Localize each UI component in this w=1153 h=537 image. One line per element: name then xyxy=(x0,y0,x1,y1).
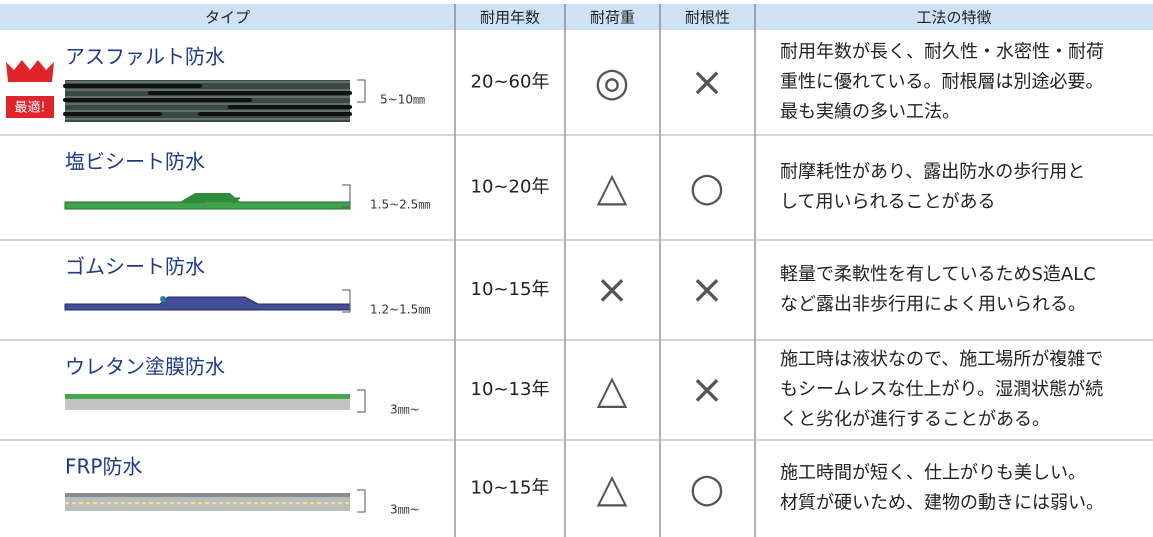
thickness-bracket xyxy=(357,389,366,413)
thickness-bracket xyxy=(342,184,351,208)
description-line: 材質が硬いため、建物の動きには弱い。 xyxy=(780,493,1104,514)
thickness-label: 5~10㎜ xyxy=(380,93,425,107)
layer-top xyxy=(65,394,350,399)
layer-diagram xyxy=(65,399,350,410)
description-line: など露出非歩行用によく用いられる。 xyxy=(780,294,1086,315)
type-name: ゴムシート防水 xyxy=(65,255,205,279)
layer-seam xyxy=(180,193,240,202)
header-cell: タイプ xyxy=(205,9,250,27)
load-rating: △ xyxy=(597,367,628,413)
root-rating: × xyxy=(690,267,724,313)
badge-label: 最適! xyxy=(14,100,45,116)
thickness-bracket xyxy=(357,79,366,103)
years: 10~15年 xyxy=(471,279,550,300)
type-name: アスファルト防水 xyxy=(65,45,225,69)
layer-top xyxy=(65,493,350,497)
description-line: 施工時は液状なので、施工場所が複雑で xyxy=(780,349,1103,370)
description-line: 最も実績の多い工法。 xyxy=(780,102,960,123)
load-rating: ◎ xyxy=(595,60,630,106)
crown-icon xyxy=(6,60,54,82)
description-line: 施工時間が短く、仕上がりも美しい。 xyxy=(780,463,1086,484)
header-cell: 工法の特徴 xyxy=(916,9,991,27)
header-background xyxy=(0,4,1153,30)
type-name: FRP防水 xyxy=(65,455,142,479)
thickness-label: 1.2~1.5㎜ xyxy=(370,303,430,317)
description-line: して用いられることがある xyxy=(780,192,995,213)
root-rating: ○ xyxy=(690,466,725,512)
load-rating: × xyxy=(595,267,629,313)
layer-seam xyxy=(160,296,166,302)
thickness-label: 1.5~2.5㎜ xyxy=(370,198,430,212)
type-name: ウレタン塗膜防水 xyxy=(65,355,225,379)
header-cell: 耐用年数 xyxy=(480,9,540,27)
type-name: 塩ビシート防水 xyxy=(65,150,205,174)
thickness-label: 3㎜~ xyxy=(390,403,420,417)
years: 10~15年 xyxy=(471,478,550,499)
description-line: くと劣化が進行することがある。 xyxy=(780,409,1050,430)
thickness-label: 3㎜~ xyxy=(390,503,420,517)
load-rating: △ xyxy=(597,165,628,211)
years: 10~13年 xyxy=(471,379,550,400)
thickness-bracket xyxy=(342,289,351,313)
load-rating: △ xyxy=(597,466,628,512)
header-cell: 耐荷重 xyxy=(590,9,635,27)
root-rating: × xyxy=(690,367,724,413)
thickness-bracket xyxy=(357,489,366,513)
description-line: 重性に優れている。耐根層は別途必要。 xyxy=(780,72,1103,93)
description-line: 軽量で柔軟性を有しているためS造ALC xyxy=(780,264,1096,285)
description-line: 耐摩耗性があり、露出防水の歩行用と xyxy=(780,162,1085,183)
description-line: もシームレスな仕上がり。湿潤状態が続 xyxy=(780,379,1103,400)
root-rating: × xyxy=(690,60,724,106)
description-line: 耐用年数が長く、耐久性・水密性・耐荷 xyxy=(780,42,1104,63)
years: 10~20年 xyxy=(471,177,550,198)
header-cell: 耐根性 xyxy=(685,9,730,27)
layer-diagram xyxy=(64,296,351,311)
years: 20~60年 xyxy=(471,72,550,93)
root-rating: ○ xyxy=(690,165,725,211)
badge-box xyxy=(6,96,54,118)
